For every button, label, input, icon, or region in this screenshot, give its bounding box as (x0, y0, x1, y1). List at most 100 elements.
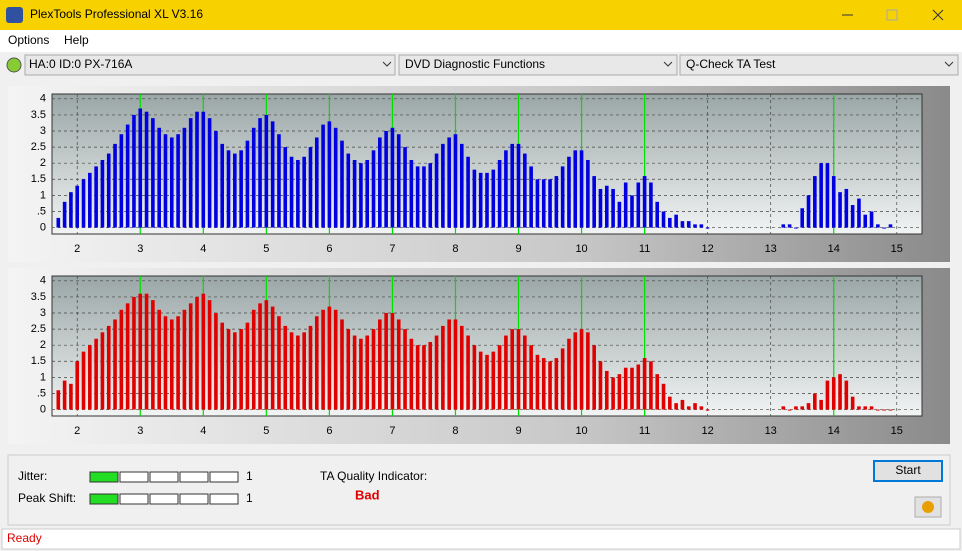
meter-segment (209, 471, 239, 483)
bar (787, 409, 792, 411)
bar (699, 406, 704, 410)
bar (794, 406, 798, 410)
bar (806, 403, 811, 410)
bar (169, 137, 174, 228)
bar (813, 393, 817, 410)
meter-segment (179, 471, 209, 483)
bar (693, 403, 697, 410)
bar (415, 345, 420, 410)
x-tick-label: 12 (702, 425, 714, 437)
bar (623, 182, 628, 228)
bar (75, 361, 80, 410)
y-tick-label: 2.5 (31, 141, 46, 153)
bar (478, 351, 483, 410)
meter-label: Peak Shift: (18, 491, 76, 505)
y-tick-label: 2 (40, 157, 46, 169)
function-label: DVD Diagnostic Functions (405, 57, 545, 71)
bar (182, 309, 187, 410)
bar (567, 156, 571, 228)
bar (226, 329, 231, 410)
bar (214, 313, 218, 410)
bar (611, 188, 615, 228)
bar (535, 354, 540, 410)
bar (283, 147, 288, 228)
bar (201, 111, 206, 228)
bar (100, 332, 105, 410)
x-tick-label: 8 (452, 425, 458, 437)
bar (604, 370, 609, 410)
bar (428, 163, 433, 228)
bar (466, 335, 470, 410)
bar (144, 293, 149, 410)
start-label: Start (895, 463, 921, 477)
menu-bar (0, 30, 962, 52)
bar (233, 332, 237, 410)
bar (207, 300, 212, 410)
bar (132, 114, 136, 228)
x-tick-label: 3 (137, 425, 143, 437)
bar (75, 185, 80, 228)
bar (548, 361, 552, 410)
bar (390, 127, 395, 228)
bar (800, 406, 805, 410)
bar (466, 156, 470, 228)
menu-item[interactable]: Help (64, 33, 89, 47)
bar (560, 166, 565, 228)
bar (655, 374, 660, 410)
bar (661, 383, 666, 410)
start-button[interactable] (873, 460, 943, 482)
x-tick-label: 11 (639, 425, 650, 437)
bar (88, 345, 92, 410)
bar (289, 156, 294, 228)
bar (838, 192, 842, 228)
bar (800, 208, 805, 228)
bar (138, 293, 143, 410)
bar (623, 367, 628, 410)
bar (888, 224, 893, 228)
drive-select[interactable] (24, 54, 396, 76)
bar (422, 345, 426, 410)
bar (491, 169, 496, 228)
bar (81, 351, 86, 410)
bar (94, 338, 98, 410)
bar (327, 306, 332, 410)
quality-label: TA Quality Indicator: (320, 469, 427, 483)
bar (346, 329, 351, 410)
quality-value: Bad (355, 487, 380, 502)
function-select[interactable] (398, 54, 678, 76)
bar (680, 221, 685, 228)
bar (636, 364, 641, 410)
bar (649, 361, 653, 410)
bar (296, 335, 300, 410)
bar (352, 159, 357, 228)
y-tick-label: 1.5 (31, 355, 46, 367)
window-title: PlexTools Professional XL V3.16 (30, 7, 203, 21)
bar (157, 127, 161, 228)
close-button[interactable] (932, 9, 944, 21)
test-select[interactable] (679, 54, 959, 76)
bar (119, 309, 124, 410)
bar (88, 172, 92, 228)
menu-item[interactable]: Options (8, 33, 49, 47)
x-tick-label: 15 (891, 425, 903, 437)
bar (453, 319, 458, 410)
bar (359, 338, 363, 410)
bar (340, 140, 344, 228)
bar (441, 325, 445, 410)
bar (188, 303, 193, 410)
bar (541, 179, 546, 228)
bar (125, 124, 130, 228)
bar (705, 409, 710, 411)
bar (308, 147, 313, 228)
y-tick-label: 2 (40, 339, 46, 351)
bar (176, 134, 180, 228)
bar (62, 201, 67, 228)
y-tick-label: 3.5 (31, 109, 46, 121)
bar (151, 118, 155, 228)
bar (390, 313, 395, 410)
bar (378, 137, 382, 228)
bar (371, 150, 376, 228)
bar (504, 150, 508, 228)
maximize-button[interactable] (886, 9, 898, 21)
